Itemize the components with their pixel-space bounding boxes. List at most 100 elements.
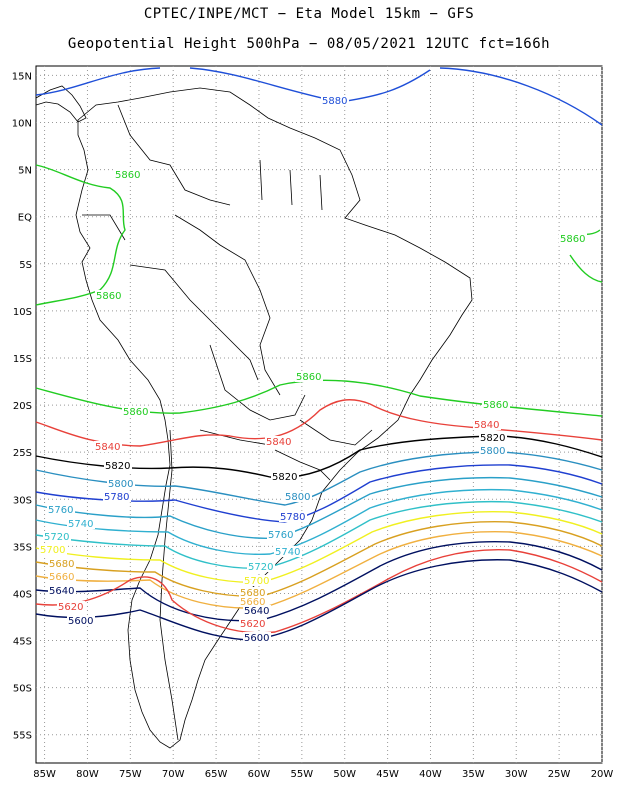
contour-label-bg [39,544,67,555]
contour-label: 5860 [560,234,585,245]
lat-tick-label: 10S [13,307,32,318]
contour-label: 5800 [480,446,505,457]
contour-5860 [35,164,126,306]
contour-label: 5600 [244,633,269,644]
contour-label: 5740 [275,547,300,558]
lon-tick-label: 65W [205,769,228,780]
contour-label: 5860 [296,372,321,383]
contour-label: 5620 [240,619,265,630]
contour-label-bg [114,169,142,180]
lon-tick-label: 45W [376,769,399,780]
contour-5640 [35,541,603,622]
contour-5620 [35,549,603,634]
contour-label: 5840 [266,437,291,448]
border-brazil-uruguay [299,419,373,446]
contour-label-bg [295,371,323,382]
contour-label-bg [107,478,135,489]
contour-5780 [35,464,603,523]
lat-tick-label: 55S [13,731,32,742]
contour-label: 5680 [49,559,74,570]
contour-label-bg [559,233,587,244]
contour-label-bg [94,441,122,452]
lat-tick-label: 5N [18,166,32,177]
lat-tick-label: 25S [13,448,32,459]
border-ecuador [82,214,126,241]
lat-tick-label: 15S [13,354,32,365]
contour-label-bg [95,290,123,301]
lon-tick-label: 70W [162,769,185,780]
border-colombia-venezuela [117,104,231,206]
contour-label-bg [284,491,312,502]
lat-tick-label: 5S [19,260,32,271]
lon-tick-label: 25W [548,769,571,780]
lat-tick-label: 50S [13,684,32,695]
contour-label-bg [243,605,271,616]
lat-tick-label: 40S [13,589,32,600]
lat-tick-label: 35S [13,542,32,553]
axis-ticks: 85W 80W 75W 70W 65W 60W 55W 50W 45W 40W 35W 30W 25W 2… [12,71,614,780]
contour-label-bg [321,95,349,106]
contour-label-bg [67,518,95,529]
contour-label: 5800 [108,479,133,490]
contour-label: 5880 [322,96,347,107]
contour-label-bg [265,436,293,447]
contour-label-bg [43,531,71,542]
contour-label: 5700 [244,576,269,587]
lon-tick-label: 30W [505,769,528,780]
contour-label-bg [47,504,75,515]
contour-label: 5840 [474,420,499,431]
contour-label: 5780 [104,492,129,503]
contour-label: 5720 [248,562,273,573]
contour-label: 5640 [49,586,74,597]
contour-label-bg [267,529,295,540]
contour-label-bg [122,406,150,417]
contour-label: 5660 [49,572,74,583]
contour-5700 [35,510,603,583]
contour-5820 [35,435,603,479]
border-guianas [259,159,323,211]
lon-tick-label: 50W [333,769,356,780]
contour-label-bg [243,632,271,643]
contour-5760 [35,476,603,539]
contour-label-bg [67,615,95,626]
lat-tick-label: 30S [13,495,32,506]
border-brazil-north [174,214,281,396]
lon-tick-label: 55W [291,769,314,780]
contour-label: 5760 [48,505,73,516]
contour-label-bg [48,558,76,569]
contour-label-bg [48,585,76,596]
lon-tick-label: 40W [419,769,442,780]
lon-tick-label: 20W [591,769,614,780]
contour-label: 5820 [272,472,297,483]
south-america-coast [75,87,473,749]
contour-label: 5640 [244,606,269,617]
contour-label: 5840 [95,442,120,453]
contour-label: 5740 [68,519,93,530]
central-america [35,85,87,123]
lat-tick-label: 10N [12,119,32,130]
contour-label: 5860 [115,170,140,181]
contour-label: 5820 [105,461,130,472]
lon-tick-label: 80W [76,769,99,780]
contour-5660 [35,531,603,609]
contour-label-bg [279,511,307,522]
contour-label: 5860 [123,407,148,418]
lon-tick-label: 35W [462,769,485,780]
contour-label: 5620 [58,602,83,613]
contour-label-bg [274,546,302,557]
contour-label: 5600 [68,616,93,627]
contour-label-bg [271,471,299,482]
lon-tick-label: 75W [119,769,142,780]
chart-subtitle: Geopotential Height 500hPa − 08/05/2021 … [67,36,551,52]
lon-tick-label: 60W [248,769,271,780]
lat-tick-label: 45S [13,637,32,648]
lat-tick-label: 20S [13,401,32,412]
contour-5740 [35,488,603,555]
contour-label-bg [104,460,132,471]
contour-label-bg [247,561,275,572]
border-peru-bolivia [129,264,259,381]
contour-5600 [35,559,603,641]
contour-label: 5680 [240,588,265,599]
contour-label-bg [482,399,510,410]
